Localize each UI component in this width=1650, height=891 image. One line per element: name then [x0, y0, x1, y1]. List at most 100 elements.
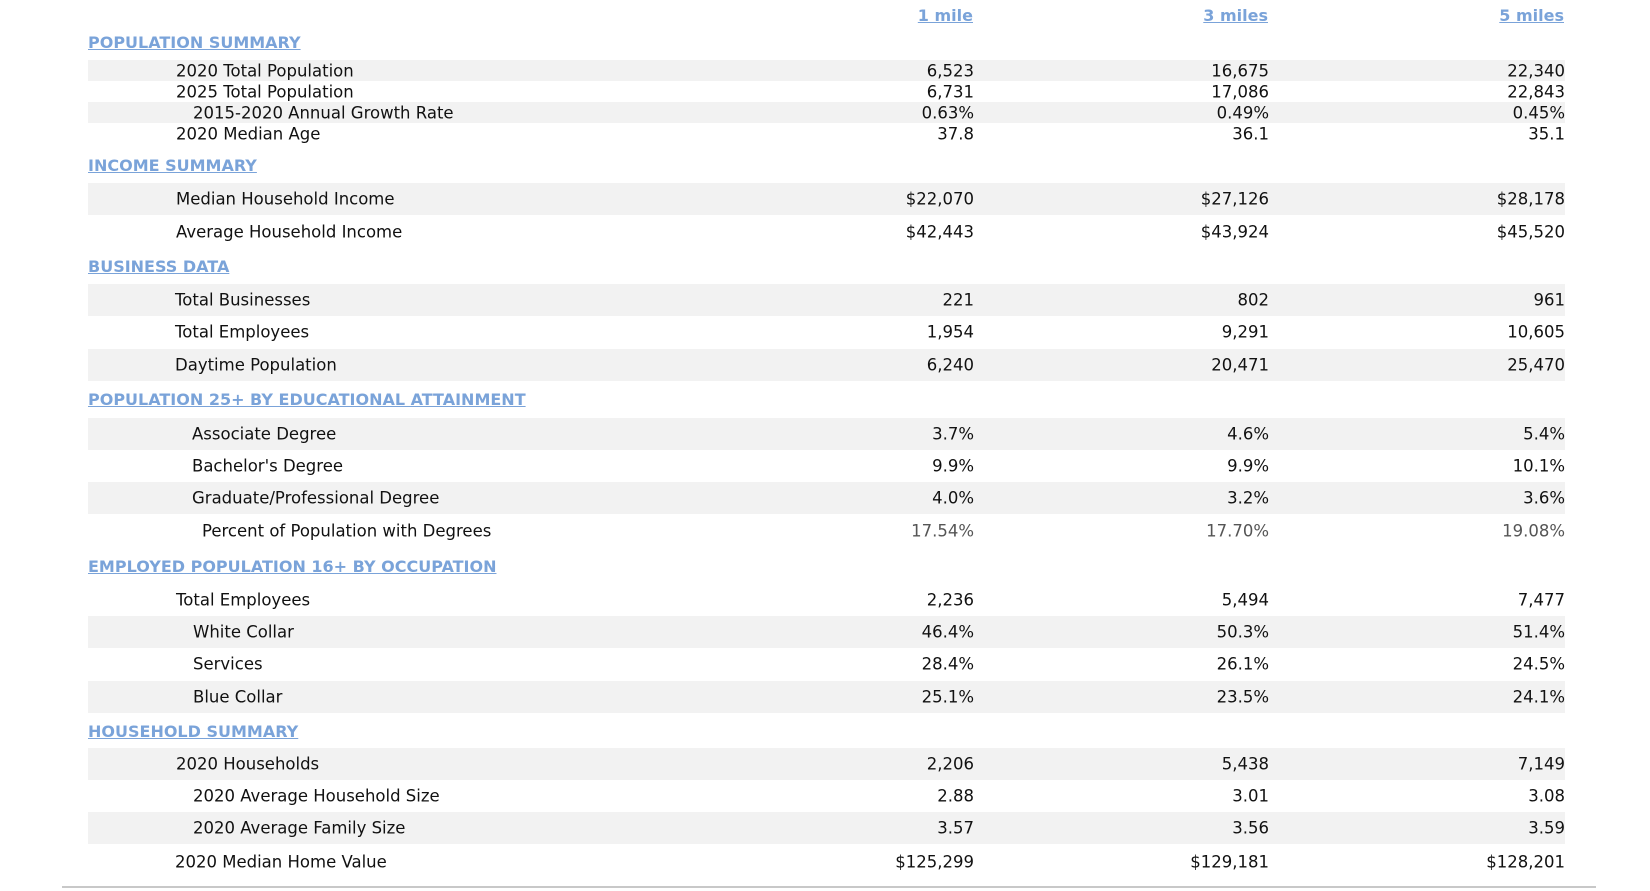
table-row: Total Employees 2,236 5,494 7,477 [88, 584, 1565, 616]
section-title-income[interactable]: INCOME SUMMARY [88, 156, 257, 175]
row-label: Median Household Income [176, 189, 395, 209]
value-3-miles: $27,126 [1200, 189, 1269, 209]
row-label: 2020 Median Age [176, 124, 321, 143]
value-5-miles: 0.45% [1512, 103, 1565, 122]
row-label: Services [193, 654, 263, 674]
value-5-miles: 19.08% [1502, 521, 1565, 541]
value-5-miles: 24.1% [1512, 687, 1565, 707]
value-5-miles: 5.4% [1523, 424, 1565, 444]
value-5-miles: 25,470 [1507, 355, 1565, 375]
value-5-miles: 7,477 [1517, 590, 1565, 610]
value-3-miles: 3.56 [1232, 818, 1269, 838]
value-3-miles: 802 [1237, 290, 1270, 310]
value-5-miles: $45,520 [1496, 222, 1565, 242]
value-1-mile: $42,443 [905, 222, 974, 242]
table-row: Blue Collar 25.1% 23.5% 24.1% [88, 681, 1565, 713]
column-header-3-miles[interactable]: 3 miles [1203, 6, 1268, 25]
table-row: 2020 Median Home Value $125,299 $129,181… [88, 846, 1565, 878]
value-5-miles: 22,843 [1507, 82, 1565, 101]
bottom-divider [62, 886, 1596, 888]
row-label: Total Employees [175, 322, 310, 342]
table-row: 2020 Average Household Size 2.88 3.01 3.… [88, 780, 1565, 812]
value-1-mile: 3.7% [932, 424, 974, 444]
row-label: Associate Degree [192, 424, 337, 444]
row-label: Graduate/Professional Degree [192, 488, 440, 508]
section-title-occupation[interactable]: EMPLOYED POPULATION 16+ BY OCCUPATION [88, 557, 497, 576]
value-1-mile: 9.9% [932, 456, 974, 476]
value-3-miles: 16,675 [1211, 61, 1269, 80]
value-5-miles: 3.08 [1528, 786, 1565, 806]
row-label: 2020 Average Household Size [193, 786, 440, 806]
table-row: Daytime Population 6,240 20,471 25,470 [88, 349, 1565, 381]
value-3-miles: 0.49% [1216, 103, 1269, 122]
value-3-miles: 9,291 [1221, 322, 1269, 342]
row-label: 2020 Median Home Value [175, 852, 387, 872]
value-1-mile: 2,236 [926, 590, 974, 610]
value-1-mile: $22,070 [905, 189, 974, 209]
table-row: Graduate/Professional Degree 4.0% 3.2% 3… [88, 482, 1565, 514]
table-row: 2020 Average Family Size 3.57 3.56 3.59 [88, 812, 1565, 844]
column-header-1-mile[interactable]: 1 mile [917, 6, 973, 25]
value-3-miles: 23.5% [1216, 687, 1269, 707]
value-5-miles: 3.59 [1528, 818, 1565, 838]
table-row: 2020 Median Age 37.8 36.1 35.1 [88, 123, 1565, 144]
value-3-miles: 5,494 [1221, 590, 1269, 610]
section-title-business[interactable]: BUSINESS DATA [88, 257, 230, 276]
table-row: Total Businesses 221 802 961 [88, 284, 1565, 316]
section-title-education[interactable]: POPULATION 25+ BY EDUCATIONAL ATTAINMENT [88, 390, 526, 409]
value-1-mile: 6,523 [926, 61, 974, 80]
table-row: 2020 Total Population 6,523 16,675 22,34… [88, 60, 1565, 81]
table-row: White Collar 46.4% 50.3% 51.4% [88, 616, 1565, 648]
value-3-miles: 50.3% [1216, 622, 1269, 642]
value-3-miles: 9.9% [1227, 456, 1269, 476]
value-3-miles: $43,924 [1200, 222, 1269, 242]
value-3-miles: 4.6% [1227, 424, 1269, 444]
row-label: 2020 Households [176, 754, 320, 774]
row-label: Daytime Population [175, 355, 337, 375]
value-1-mile: 37.8 [937, 124, 974, 143]
value-5-miles: $128,201 [1486, 852, 1565, 872]
value-1-mile: 25.1% [921, 687, 974, 707]
value-1-mile: 17.54% [911, 521, 974, 541]
value-1-mile: 221 [942, 290, 975, 310]
section-title-population[interactable]: POPULATION SUMMARY [88, 33, 301, 52]
row-label: Total Employees [176, 590, 311, 610]
row-label: White Collar [193, 622, 294, 642]
section-title-household[interactable]: HOUSEHOLD SUMMARY [88, 722, 299, 741]
table-row: Median Household Income $22,070 $27,126 … [88, 183, 1565, 215]
value-5-miles: 10,605 [1507, 322, 1565, 342]
row-label: 2020 Average Family Size [193, 818, 406, 838]
value-5-miles: 10.1% [1512, 456, 1565, 476]
row-label: Average Household Income [176, 222, 403, 242]
table-row: 2025 Total Population 6,731 17,086 22,84… [88, 81, 1565, 102]
row-label: Percent of Population with Degrees [202, 521, 492, 541]
value-3-miles: 20,471 [1211, 355, 1269, 375]
value-5-miles: 22,340 [1507, 61, 1565, 80]
value-3-miles: 3.01 [1232, 786, 1269, 806]
value-3-miles: 26.1% [1216, 654, 1269, 674]
column-header-5-miles[interactable]: 5 miles [1499, 6, 1564, 25]
value-1-mile: 46.4% [921, 622, 974, 642]
row-label: Blue Collar [193, 687, 283, 707]
value-5-miles: 51.4% [1512, 622, 1565, 642]
table-row: Average Household Income $42,443 $43,924… [88, 216, 1565, 248]
row-label: 2015-2020 Annual Growth Rate [193, 103, 454, 122]
value-1-mile: $125,299 [895, 852, 974, 872]
value-1-mile: 4.0% [932, 488, 974, 508]
value-1-mile: 28.4% [921, 654, 974, 674]
value-1-mile: 2,206 [926, 754, 974, 774]
value-3-miles: 17.70% [1206, 521, 1269, 541]
value-1-mile: 6,240 [926, 355, 974, 375]
value-3-miles: 5,438 [1221, 754, 1269, 774]
value-1-mile: 0.63% [921, 103, 974, 122]
value-5-miles: 24.5% [1512, 654, 1565, 674]
table-row: Bachelor's Degree 9.9% 9.9% 10.1% [88, 450, 1565, 482]
table-row: Associate Degree 3.7% 4.6% 5.4% [88, 418, 1565, 450]
value-3-miles: $129,181 [1190, 852, 1269, 872]
value-1-mile: 6,731 [926, 82, 974, 101]
value-5-miles: 961 [1533, 290, 1566, 310]
table-row: Total Employees 1,954 9,291 10,605 [88, 316, 1565, 348]
value-1-mile: 3.57 [937, 818, 974, 838]
row-label: Total Businesses [175, 290, 311, 310]
